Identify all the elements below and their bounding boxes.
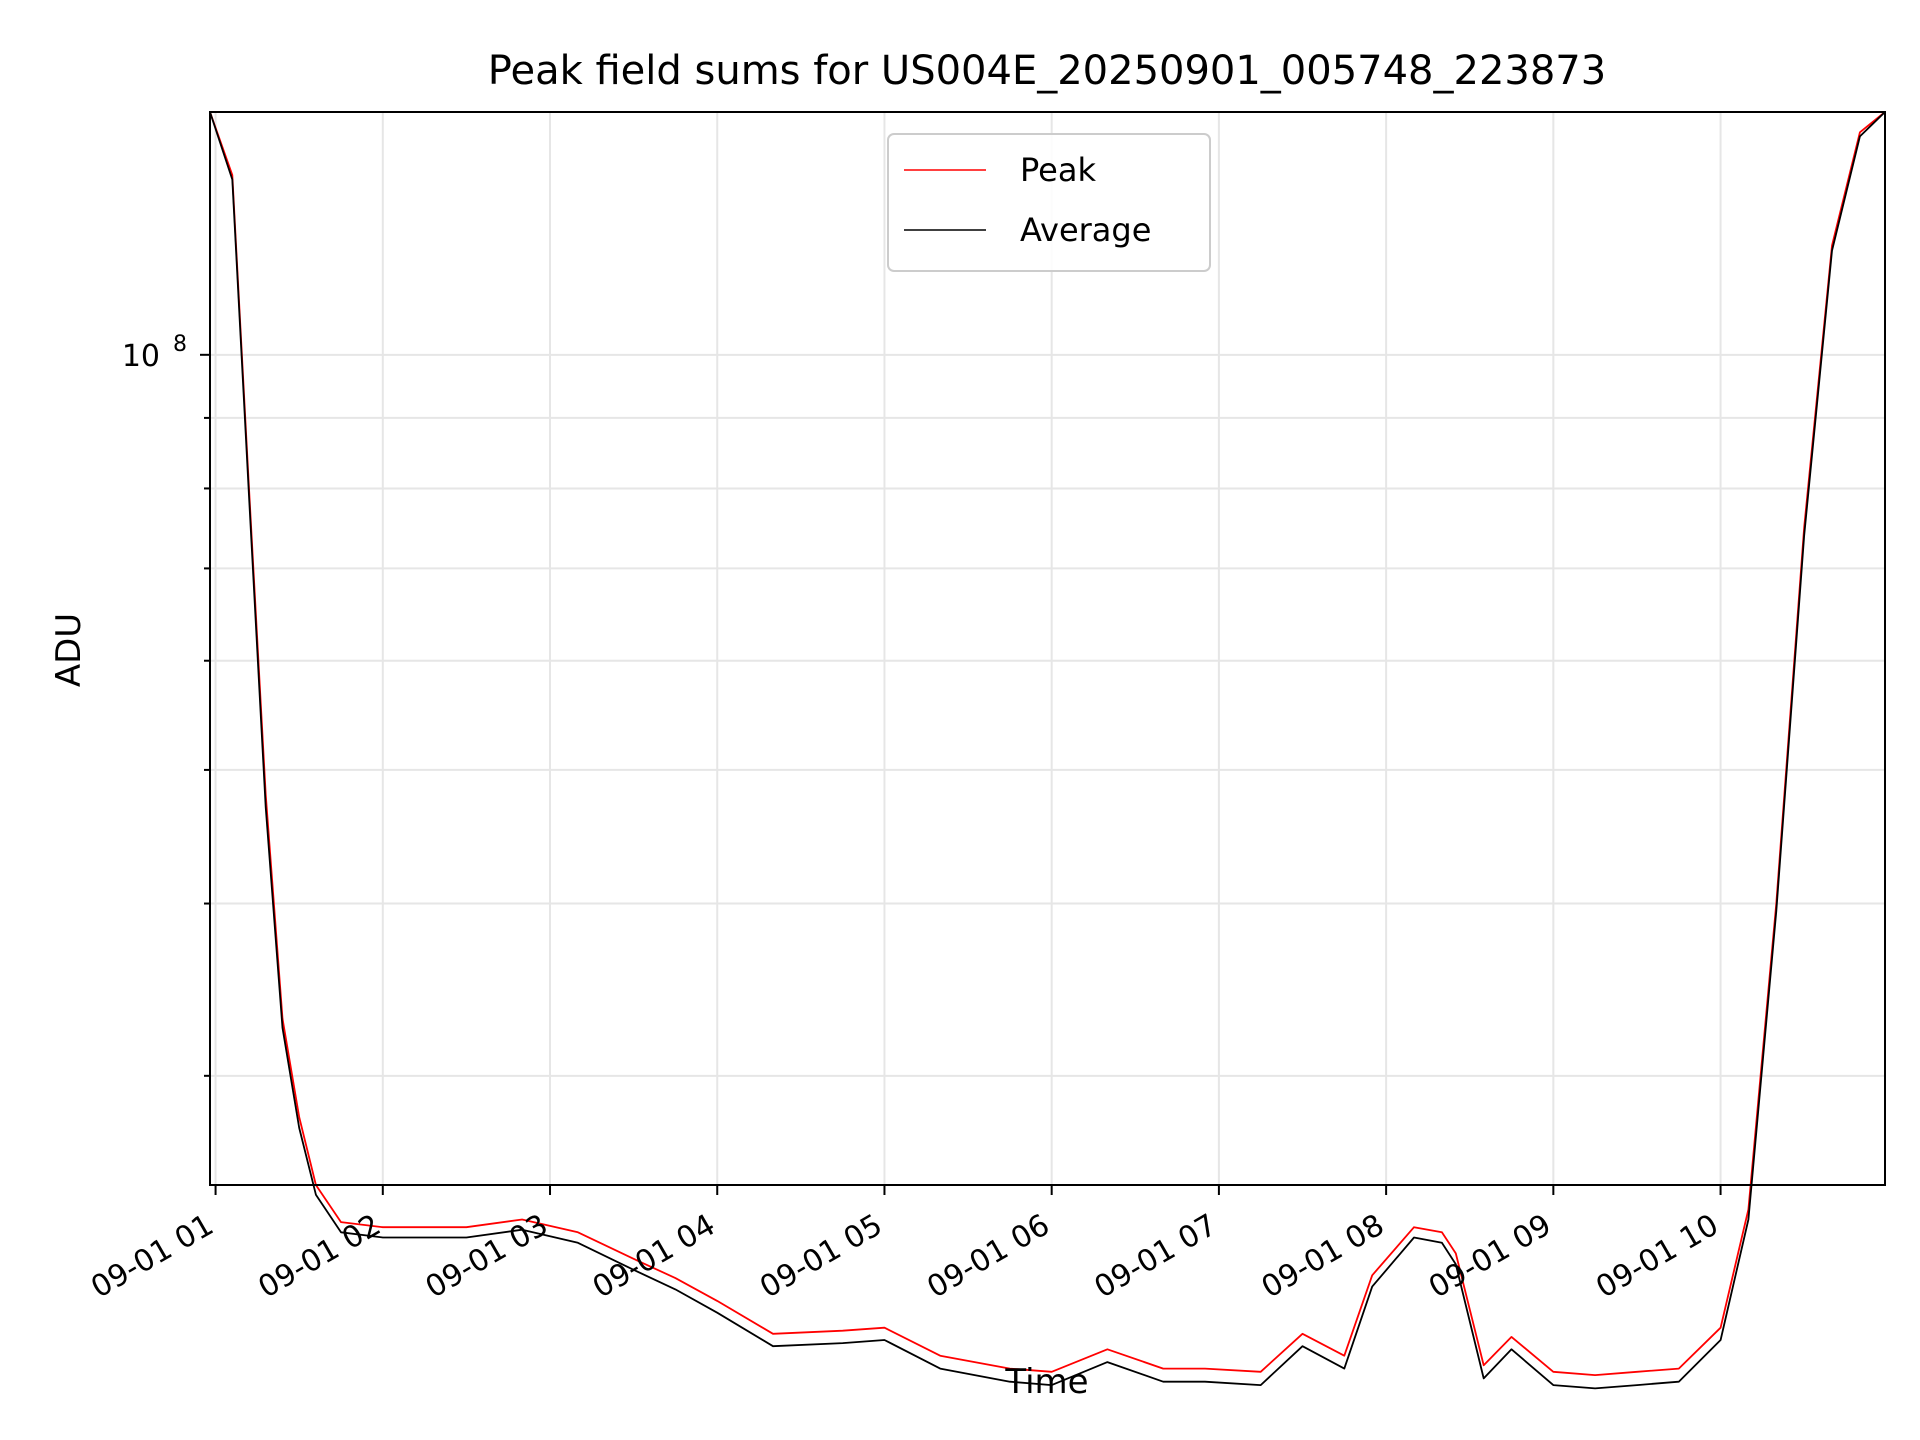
- chart-title: Peak field sums for US004E_20250901_0057…: [488, 48, 1606, 94]
- legend-box: [887, 133, 1211, 272]
- grid: [210, 112, 1885, 1185]
- legend-label-peak: Peak: [1020, 151, 1096, 189]
- y-tick-label: 10: [122, 339, 160, 374]
- y-axis: 10 8: [122, 332, 210, 1077]
- legend-label-average: Average: [1020, 211, 1151, 249]
- y-tick-exponent: 8: [173, 332, 187, 357]
- x-axis: 09-01 01 09-01 02 09-01 03 09-01 04 09-01 05…: [85, 1185, 1725, 1306]
- series-layer: [209, 111, 1886, 1390]
- legend: Peak Average: [887, 133, 1211, 272]
- x-tick-label: 09-01 02: [252, 1208, 386, 1306]
- x-tick-label: 09-01 01: [85, 1208, 219, 1306]
- x-tick-label: 09-01 06: [921, 1208, 1055, 1306]
- y-axis-label: ADU: [49, 613, 89, 687]
- series-line-peak: [209, 111, 1886, 1376]
- x-axis-label: Time: [1004, 1362, 1088, 1402]
- x-tick-label: 09-01 09: [1423, 1208, 1557, 1306]
- x-tick-label: 09-01 10: [1590, 1208, 1724, 1306]
- plot-frame: [209, 111, 1886, 1186]
- x-tick-label: 09-01 07: [1089, 1208, 1223, 1306]
- x-tick-label: 09-01 03: [420, 1208, 554, 1306]
- series-line-average: [209, 111, 1886, 1390]
- x-tick-label: 09-01 05: [754, 1208, 888, 1306]
